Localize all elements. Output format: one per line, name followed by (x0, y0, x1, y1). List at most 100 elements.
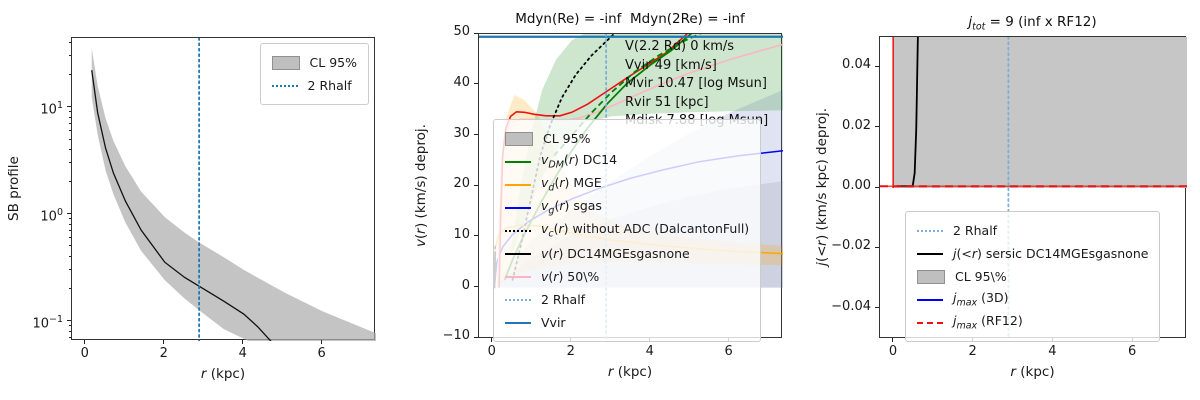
text-segment: r (814, 240, 830, 246)
y-tick-label: −10 (416, 329, 470, 343)
y-tick-mark (474, 134, 478, 136)
y-minor-tick-mark (68, 148, 71, 150)
legend-label: jmax (3D) (953, 290, 1009, 309)
text-segment: ( (413, 233, 429, 239)
text-segment: ) without ADC (DalcantonFull) (563, 221, 750, 237)
legend-entry: 2 Rhalf (917, 219, 1148, 242)
legend-label: Vvir (541, 315, 566, 330)
legend-entry: 2 Rhalf (271, 74, 357, 97)
legend-entry: CL 95% (271, 51, 357, 74)
legend-swatch (271, 55, 300, 70)
angular-momentum-panel-xlabel: r (kpc) (973, 364, 1093, 380)
y-tick-mark (875, 186, 879, 188)
legend-swatch (505, 298, 531, 301)
text-segment: (3D) (977, 290, 1009, 306)
legend-label: v(r) DC14MGEsgasnone (541, 246, 690, 261)
legend-swatch (505, 252, 531, 255)
legend-entry: j(<r) sersic DC14MGEsgasnone (917, 242, 1148, 265)
text-segment: CL 95% (309, 55, 357, 70)
x-tick-label: 6 (302, 347, 342, 361)
y-minor-tick-mark (68, 229, 71, 231)
text-segment: 4 (645, 344, 654, 359)
text-segment: v (541, 221, 549, 237)
text-segment: r (568, 152, 574, 168)
text-segment: −0.04 (831, 298, 871, 314)
text-segment: ( (548, 269, 554, 284)
text-segment: 10 (32, 316, 49, 332)
x-tick-label: 4 (223, 347, 263, 361)
text-segment: CL 95\% (955, 269, 1007, 284)
angular-momentum-panel-ylabel: j (< r) (km/s kpc) deproj. (813, 36, 831, 338)
text-segment: SB profile (6, 156, 22, 221)
y-tick-mark (474, 336, 478, 338)
x-tick-label: 2 (551, 345, 591, 359)
legend-swatch (505, 183, 531, 186)
text-segment: −1 (48, 313, 63, 325)
legend-label: jmax (RF12) (953, 313, 1023, 332)
text-segment: Mdyn(Re) = -inf Mdyn(2Re) = -inf (515, 11, 745, 27)
y-minor-tick-mark (68, 181, 71, 183)
legend-swatch (917, 252, 943, 255)
text-segment: ) MGE (564, 175, 602, 191)
y-tick-mark (67, 106, 71, 108)
text-segment: 20 (453, 176, 470, 192)
text-segment: c (548, 228, 554, 240)
y-minor-tick-mark (68, 325, 71, 327)
text-segment: j (953, 246, 957, 261)
y-minor-tick-mark (68, 116, 71, 118)
legend-swatch (917, 298, 943, 301)
x-tick-mark (491, 338, 493, 342)
text-segment: max (956, 320, 978, 332)
legend-entry: Vvir (505, 311, 749, 334)
legend-swatch (505, 275, 531, 278)
y-minor-tick-mark (68, 236, 71, 238)
text-segment: 4 (238, 346, 247, 361)
y-minor-tick-mark (68, 111, 71, 113)
text-segment: r (553, 246, 559, 261)
legend-swatch (505, 206, 531, 209)
x-tick-mark (84, 340, 86, 344)
y-tick-label: 40 (416, 75, 470, 90)
text-segment: d (548, 182, 555, 194)
y-tick-label: 0.00 (817, 179, 871, 193)
text-segment: g (548, 205, 555, 217)
text-segment: v (541, 152, 549, 168)
legend-label: v(r) 50\% (541, 269, 599, 284)
x-tick-mark (321, 340, 323, 344)
text-segment: (kpc) (1015, 364, 1055, 380)
text-segment: (< (956, 246, 972, 261)
annotation-line: V(2.2 Rd) 0 km/s (625, 39, 735, 54)
text-segment: 6 (1128, 344, 1137, 359)
y-tick-mark (474, 286, 478, 288)
velocity-panel: V(2.2 Rd) 0 km/s Vvir 49 [km/s] Mvir 10.47… (478, 33, 783, 342)
annotation-line: Vvir 49 [km/s] (625, 57, 717, 73)
y-tick-label: 100 (9, 206, 63, 224)
y-tick-mark (875, 65, 879, 67)
legend-label: 2 Rhalf (541, 292, 585, 307)
text-segment: 0 (56, 206, 63, 218)
text-segment: ) (km/s kpc) deproj. (814, 108, 830, 241)
x-tick-label: 4 (630, 345, 670, 359)
y-minor-tick-mark (68, 138, 71, 140)
text-segment: (RF12) (977, 313, 1023, 329)
text-segment: v (413, 238, 429, 247)
text-segment: ) sgas (564, 198, 602, 214)
text-segment: r (200, 366, 207, 382)
text-segment: ) DC14MGEsgasnone (558, 246, 690, 261)
text-segment: v (541, 269, 549, 284)
legend-entry: vd(r) MGE (505, 173, 749, 196)
text-segment: r (607, 364, 614, 380)
legend-label: 2 Rhalf (953, 223, 997, 238)
legend-entry: v(r) DC14MGEsgasnone (505, 242, 749, 265)
text-segment: max (956, 297, 978, 309)
legend-label: 2 Rhalf (308, 78, 352, 93)
text-segment: −0.02 (831, 238, 871, 254)
legend-swatch (917, 321, 943, 324)
legend-label: CL 95% (543, 131, 590, 146)
y-tick-label: 0 (416, 278, 470, 293)
text-segment: CL 95% (543, 131, 591, 146)
text-segment: ( (553, 221, 559, 237)
x-tick-mark (163, 340, 165, 344)
y-minor-tick-mark (68, 130, 71, 132)
text-segment: r (971, 246, 977, 261)
